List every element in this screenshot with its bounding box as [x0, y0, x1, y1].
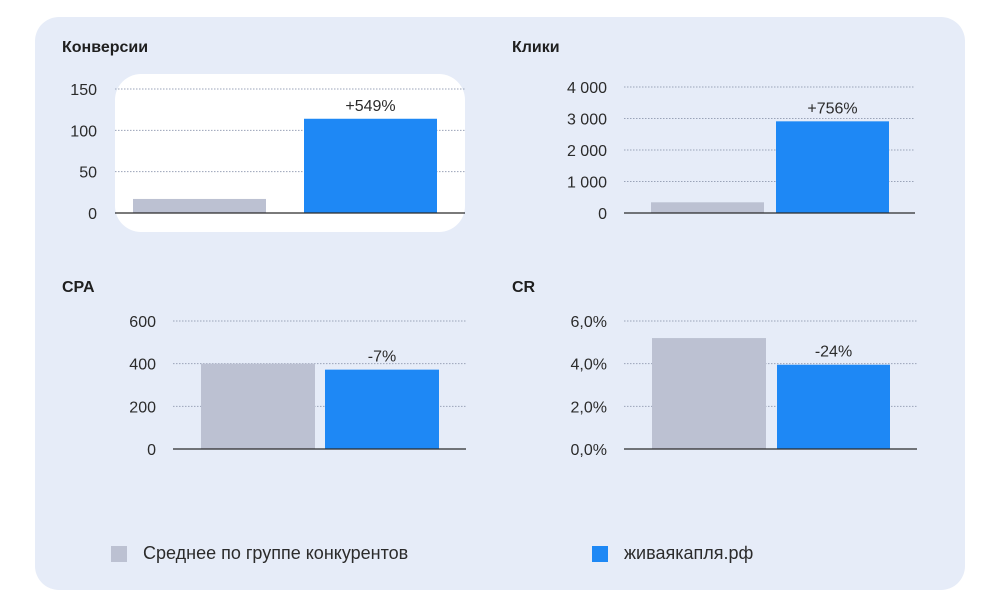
change-label-cr: -24%	[815, 344, 852, 361]
y-tick-label-cpa: 400	[129, 357, 156, 374]
bar-cpa-competitors	[201, 363, 315, 449]
y-tick-label-clicks: 3 000	[567, 112, 607, 129]
chart-title-clicks: Клики	[512, 39, 560, 56]
legend-item-competitors: Среднее по группе конкурентов	[111, 543, 408, 564]
bar-cr-site	[777, 364, 890, 449]
y-tick-label-conversions: 150	[70, 82, 97, 99]
bar-cpa-site	[325, 369, 439, 449]
change-label-conversions: +549%	[345, 98, 395, 115]
y-tick-label-clicks: 4 000	[567, 80, 607, 97]
bar-clicks-competitors	[651, 202, 764, 213]
y-tick-label-cr: 4,0%	[571, 357, 607, 374]
legend-swatch-competitors	[111, 545, 127, 562]
y-tick-label-cr: 6,0%	[571, 314, 607, 331]
change-label-cpa: -7%	[368, 349, 396, 366]
chart-title-cr: CR	[512, 279, 536, 296]
bar-clicks-site	[776, 121, 889, 213]
y-tick-label-cpa: 0	[147, 442, 156, 459]
y-tick-label-cr: 0,0%	[571, 442, 607, 459]
chart-title-cpa: CPA	[62, 279, 95, 296]
y-tick-label-clicks: 0	[598, 206, 607, 223]
legend-label-competitors: Среднее по группе конкурентов	[143, 543, 409, 563]
y-tick-label-conversions: 100	[70, 123, 97, 140]
bar-conversions-site	[304, 118, 437, 213]
y-tick-label-cr: 2,0%	[571, 399, 607, 416]
y-tick-label-conversions: 0	[88, 206, 97, 223]
y-tick-label-cpa: 200	[129, 399, 156, 416]
y-tick-label-cpa: 600	[129, 314, 156, 331]
chart-title-conversions: Конверсии	[62, 39, 149, 56]
bar-conversions-competitors	[133, 198, 266, 213]
bar-cr-competitors	[652, 338, 766, 449]
legend-item-site: живаякапля.рф	[592, 543, 753, 564]
legend-label-site: живаякапля.рф	[624, 543, 754, 563]
y-tick-label-clicks: 1 000	[567, 175, 607, 192]
change-label-clicks: +756%	[807, 100, 857, 117]
legend-swatch-site	[592, 545, 608, 562]
y-tick-label-conversions: 50	[79, 165, 97, 182]
y-tick-label-clicks: 2 000	[567, 143, 607, 160]
